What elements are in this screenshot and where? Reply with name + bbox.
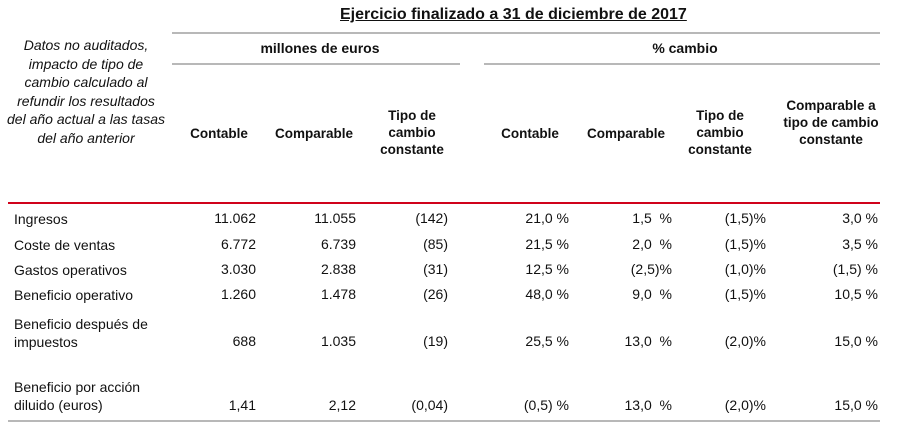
row-label-beneficio-por-accion: Beneficio por acción diluido (euros) bbox=[14, 379, 141, 413]
table-bottom-rule bbox=[8, 420, 880, 422]
table-cell: 3.030 bbox=[220, 261, 256, 277]
table-cell: (1,5)% bbox=[724, 236, 766, 252]
table-cell: (0,04) bbox=[411, 397, 448, 413]
table-cell: 3,5 % bbox=[842, 236, 878, 252]
table-cell: 13,0 % bbox=[624, 397, 672, 413]
row-label-coste-de-ventas: Coste de ventas bbox=[14, 237, 116, 253]
table-cell: 688 bbox=[232, 333, 256, 349]
table-cell: 1,41 bbox=[228, 397, 256, 413]
table-cell: 1.478 bbox=[320, 286, 356, 302]
table-cell: 15,0 % bbox=[834, 397, 878, 413]
col-header-pct-comparable: Comparable bbox=[586, 126, 666, 141]
table-cell: 1.260 bbox=[220, 286, 256, 302]
methodology-note: Datos no auditados, impacto de tipo de c… bbox=[7, 37, 165, 146]
table-cell: 2,0 % bbox=[632, 236, 672, 252]
row-label-beneficio-despues-de-impuestos: Beneficio después de impuestos bbox=[14, 316, 148, 350]
title-rule bbox=[172, 32, 880, 34]
table-cell: 13,0 % bbox=[624, 333, 672, 349]
table-cell: 6.739 bbox=[320, 236, 356, 252]
table-cell: 11.055 bbox=[314, 210, 356, 226]
table-cell: (2,0)% bbox=[724, 333, 766, 349]
table-cell: 2.838 bbox=[320, 261, 356, 277]
table-cell: 21,5 % bbox=[525, 236, 569, 252]
table-cell: (85) bbox=[423, 236, 448, 252]
row-label-gastos-operativos: Gastos operativos bbox=[14, 262, 127, 278]
group-rule-millions bbox=[172, 63, 460, 65]
group-rule-pct bbox=[484, 63, 880, 65]
row-label-beneficio-operativo: Beneficio operativo bbox=[14, 287, 134, 303]
header-divider bbox=[8, 202, 880, 204]
table-cell: (19) bbox=[423, 333, 448, 349]
report-title: Ejercicio finalizado a 31 de diciembre d… bbox=[340, 6, 687, 23]
row-label-ingresos: Ingresos bbox=[14, 211, 68, 227]
table-cell: 6.772 bbox=[220, 236, 256, 252]
table-cell: 48,0 % bbox=[525, 286, 569, 302]
table-cell: 9,0 % bbox=[632, 286, 672, 302]
table-cell: 15,0 % bbox=[834, 333, 878, 349]
table-cell: 3,0 % bbox=[842, 210, 878, 226]
table-cell: (31) bbox=[423, 261, 448, 277]
table-cell: (1,0)% bbox=[724, 261, 766, 277]
col-header-contable: Contable bbox=[190, 126, 248, 141]
col-header-comparable: Comparable bbox=[274, 126, 354, 141]
col-header-comparable-tipo-cambio-constante: Comparable a tipo de cambio constante bbox=[783, 98, 879, 147]
table-cell: 12,5 % bbox=[525, 261, 569, 277]
table-cell: 1.035 bbox=[320, 333, 356, 349]
table-cell: (1,5) % bbox=[832, 261, 878, 277]
table-cell: 21,0 % bbox=[525, 210, 569, 226]
table-cell: (1,5)% bbox=[724, 210, 766, 226]
col-header-tipo-cambio-constante: Tipo de cambio constante bbox=[380, 108, 444, 157]
table-cell: 10,5 % bbox=[834, 286, 878, 302]
table-cell: 2,12 bbox=[328, 397, 356, 413]
col-header-pct-tipo-cambio-constante: Tipo de cambio constante bbox=[688, 108, 752, 157]
group-header-millions: millones de euros bbox=[260, 40, 380, 56]
table-cell: (2,5)% bbox=[630, 261, 672, 277]
table-cell: (142) bbox=[415, 210, 448, 226]
table-cell: (0,5) % bbox=[523, 397, 569, 413]
table-cell: 25,5 % bbox=[525, 333, 569, 349]
table-cell: 11.062 bbox=[214, 210, 256, 226]
col-header-pct-contable: Contable bbox=[501, 126, 559, 141]
group-header-pct: % cambio bbox=[652, 40, 718, 56]
table-cell: (26) bbox=[423, 286, 448, 302]
table-cell: 1,5 % bbox=[632, 210, 672, 226]
table-cell: (1,5)% bbox=[724, 286, 766, 302]
table-cell: (2,0)% bbox=[724, 397, 766, 413]
